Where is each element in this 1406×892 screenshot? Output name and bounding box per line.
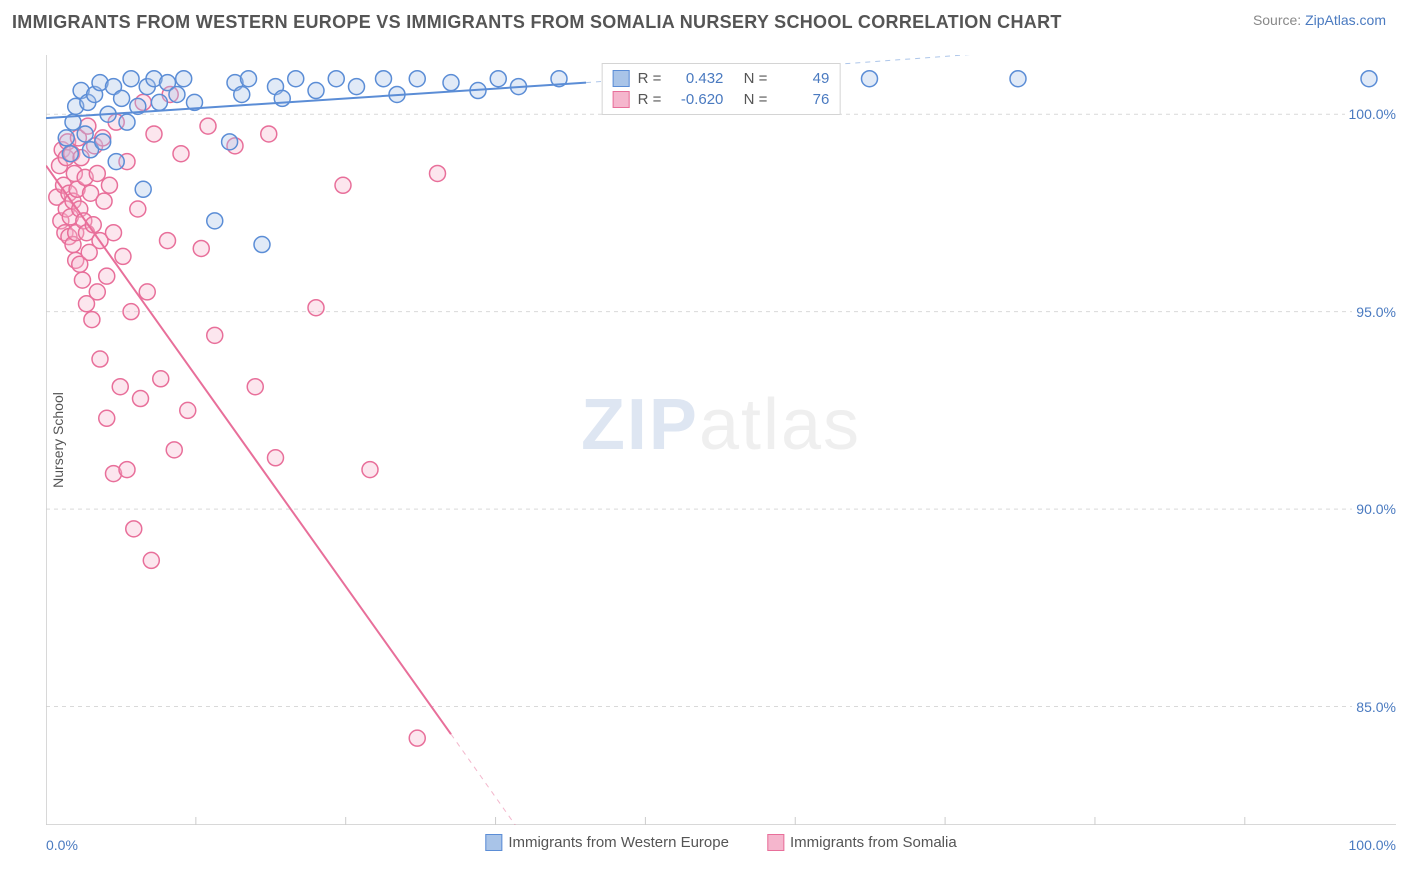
legend-label-0: Immigrants from Western Europe <box>508 834 729 851</box>
x-tick-label: 0.0% <box>46 837 78 853</box>
swatch-series-0 <box>613 70 630 87</box>
y-tick-label: 85.0% <box>1352 699 1400 715</box>
y-tick-label: 100.0% <box>1345 106 1400 122</box>
r-value-0: 0.432 <box>669 70 723 87</box>
legend-item-series-1: Immigrants from Somalia <box>767 834 957 851</box>
n-value-1: 76 <box>775 91 829 108</box>
stats-legend-box: R = 0.432 N = 49 R = -0.620 N = 76 <box>602 63 841 115</box>
source-link[interactable]: ZipAtlas.com <box>1305 12 1386 28</box>
chart-title: IMMIGRANTS FROM WESTERN EUROPE VS IMMIGR… <box>12 12 1062 33</box>
n-label-1: N = <box>744 91 768 108</box>
y-tick-label: 95.0% <box>1352 304 1400 320</box>
scatter-plot <box>46 55 1396 825</box>
legend-bottom: Immigrants from Western Europe Immigrant… <box>485 834 956 851</box>
legend-label-1: Immigrants from Somalia <box>790 834 957 851</box>
n-value-0: 49 <box>775 70 829 87</box>
y-tick-label: 90.0% <box>1352 501 1400 517</box>
stats-row-series-1: R = -0.620 N = 76 <box>613 89 830 110</box>
swatch-series-1 <box>613 91 630 108</box>
r-label-1: R = <box>638 91 662 108</box>
legend-item-series-0: Immigrants from Western Europe <box>485 834 729 851</box>
r-label-0: R = <box>638 70 662 87</box>
r-value-1: -0.620 <box>669 91 723 108</box>
header: IMMIGRANTS FROM WESTERN EUROPE VS IMMIGR… <box>0 0 1406 41</box>
source-label: Source: <box>1253 12 1301 28</box>
x-tick-label: 100.0% <box>1349 837 1396 853</box>
legend-swatch-1 <box>767 834 784 851</box>
stats-row-series-0: R = 0.432 N = 49 <box>613 68 830 89</box>
legend-swatch-0 <box>485 834 502 851</box>
source-attribution: Source: ZipAtlas.com <box>1253 12 1386 28</box>
chart-area: Nursery School ZIPatlas R = 0.432 N = 49… <box>46 55 1396 825</box>
n-label-0: N = <box>744 70 768 87</box>
